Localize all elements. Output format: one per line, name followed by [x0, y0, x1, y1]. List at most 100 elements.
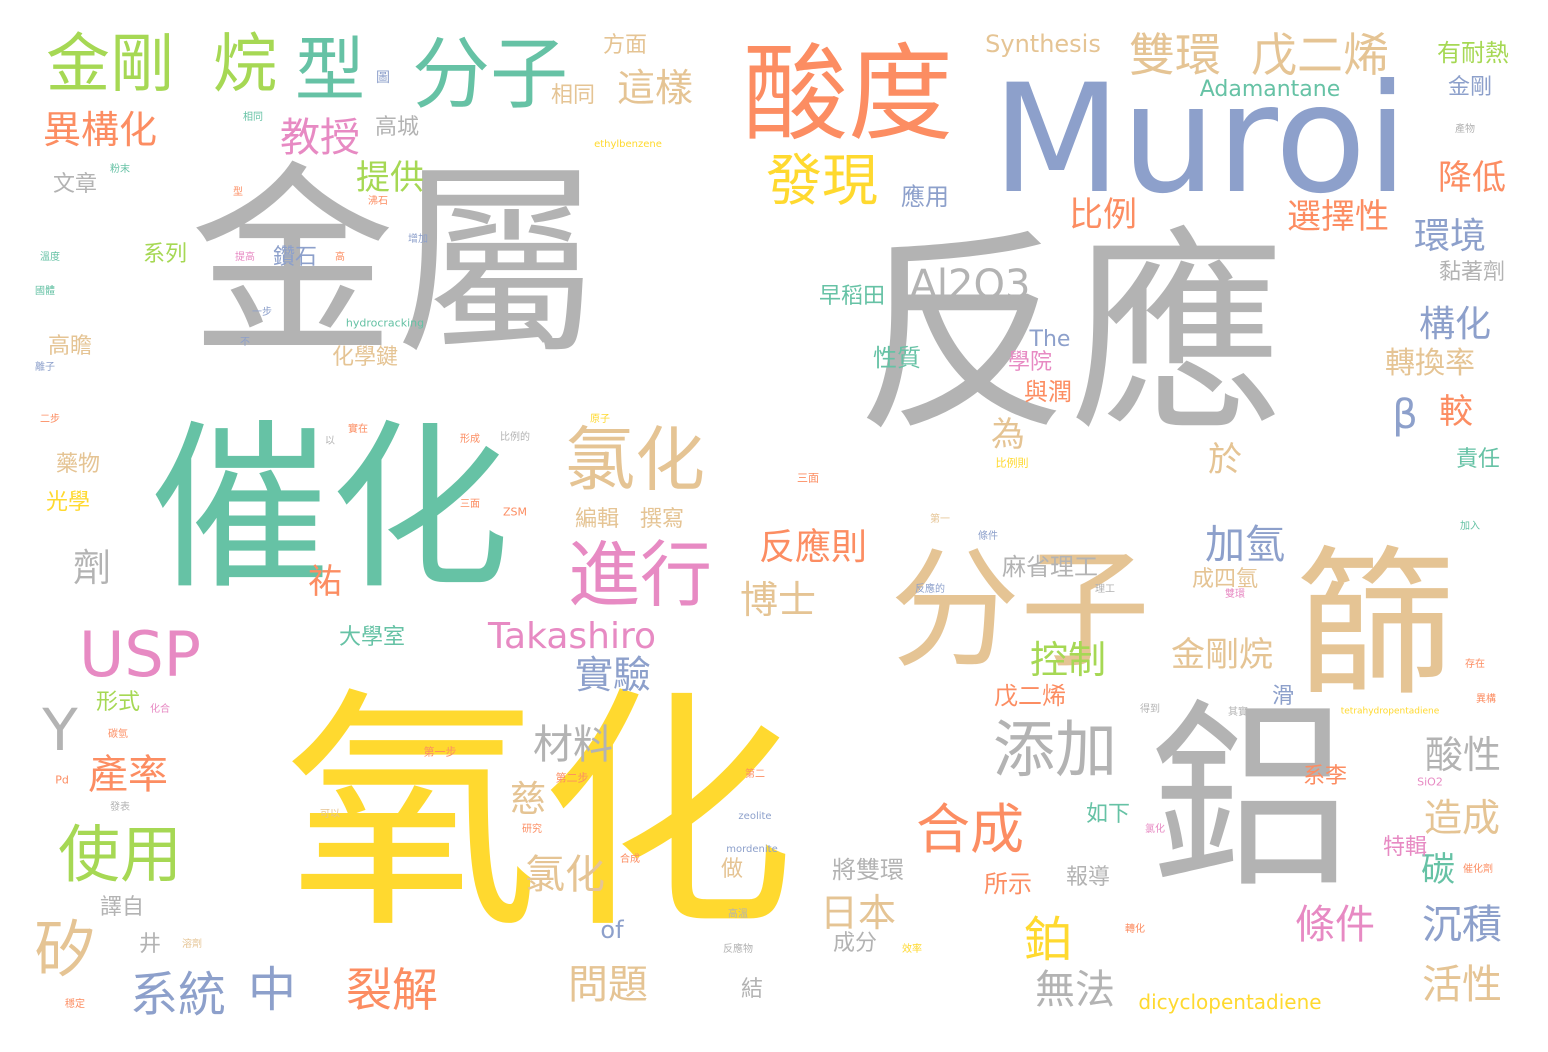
- word-tiny: 第一: [930, 514, 950, 525]
- word-tiny: 加入: [1460, 521, 1480, 532]
- word-mordenite: mordenite: [726, 844, 778, 855]
- word-tiny: 條件: [978, 531, 998, 542]
- word-huanjing: 環境: [1413, 216, 1487, 257]
- word-riben: 日本: [819, 891, 897, 935]
- word-tiny: 轉化: [1125, 924, 1145, 935]
- word-zhong: 中: [247, 962, 297, 1018]
- word-jinshu: 金屬: [190, 145, 600, 384]
- word-tiny: 原子: [590, 414, 610, 425]
- word-gaozhan: 高瞻: [47, 334, 93, 359]
- word-gouhua: 構化: [1418, 304, 1492, 345]
- word-ji: 劑: [72, 546, 112, 590]
- word-yanghua: 氧化: [284, 666, 796, 964]
- word-jiao: 較: [1439, 392, 1473, 432]
- word-tiny: 發表: [110, 802, 130, 813]
- word-tiny: 效率: [902, 944, 922, 955]
- word-suoshi: 所示: [984, 870, 1032, 898]
- word-shiyan: 實驗: [574, 653, 652, 697]
- word-dierbu: 第二步: [555, 771, 589, 785]
- word-tiny: 三面: [460, 499, 480, 510]
- word-daxueshi: 大學室: [338, 625, 406, 650]
- word-xing: 型: [295, 29, 365, 111]
- word-tiny: 雙環: [1225, 589, 1245, 600]
- word-wei: 為: [991, 415, 1025, 455]
- word-fenzi-large: 分子: [889, 534, 1151, 686]
- word-tiny: 二步: [40, 414, 60, 425]
- word-suandu: 酸度: [742, 33, 954, 156]
- word-suanxing: 酸性: [1424, 733, 1502, 777]
- word-yigouhua: 異構化: [42, 108, 158, 152]
- word-tiny: 理工: [1095, 584, 1115, 595]
- word-tan: 碳: [1421, 850, 1455, 890]
- word-wenti: 問題: [568, 962, 648, 1008]
- word-hydrocracking: hydrocracking: [345, 316, 425, 330]
- word-al2o3: Al2O3: [909, 262, 1031, 308]
- word-dicyclopentadiene: dicyclopentadiene: [1138, 990, 1322, 1014]
- word-zhuanhuanlv: 轉換率: [1385, 346, 1475, 381]
- word-tiny: 增加: [408, 234, 428, 245]
- word-ci: 慈: [509, 779, 547, 820]
- word-tiny: 沸石: [368, 196, 388, 207]
- word-chenji: 沉積: [1422, 902, 1502, 948]
- word-tiny: 形成: [460, 434, 480, 445]
- word-ruxia: 如下: [1085, 802, 1131, 827]
- word-shai: 篩: [1294, 531, 1456, 718]
- word-boshi: 博士: [739, 578, 817, 622]
- word-tiny: 碳氫: [108, 729, 128, 740]
- word-baodao: 報導: [1065, 865, 1111, 890]
- word-yaowu: 藥物: [55, 452, 101, 477]
- word-chengfen: 成分: [832, 931, 878, 956]
- word-hua: 滑: [1271, 684, 1295, 709]
- word-zaodaotian: 早稻田: [818, 284, 886, 309]
- word-zeolite: zeolite: [738, 811, 772, 822]
- word-tiny: 催化劑: [1463, 864, 1493, 875]
- word-tianjia: 添加: [992, 713, 1118, 786]
- word-zeren: 責任: [1455, 447, 1501, 472]
- word-tigong: 提供: [356, 158, 424, 198]
- word-sanmian: 三面: [797, 471, 819, 485]
- word-tiny: 相同: [243, 112, 263, 123]
- word-tiny: 可以: [320, 809, 340, 820]
- word-tiaojian: 條件: [1295, 902, 1375, 948]
- word-huaxuejian: 化學鍵: [331, 345, 399, 370]
- word-tiny: 實在: [348, 424, 368, 435]
- word-tiny: 國體: [35, 286, 55, 297]
- word-chengsiqing: 成四氫: [1191, 567, 1259, 592]
- word-xiangtong: 相同: [550, 83, 596, 108]
- word-yurun: 與潤: [1024, 378, 1072, 406]
- word-tiny: 比例的: [500, 432, 530, 443]
- word-of: of: [600, 916, 624, 944]
- word-tiny: 圖: [376, 70, 390, 86]
- word-y-large: Y: [42, 696, 78, 764]
- word-wenzhang: 文章: [52, 172, 98, 197]
- word-faxian: 發現: [766, 149, 878, 214]
- word-zaocheng: 造成: [1423, 796, 1501, 840]
- word-tiny: 穩定: [65, 999, 85, 1010]
- word-younaire: 有耐熱: [1437, 39, 1509, 67]
- word-bilize: 比例則: [995, 456, 1029, 470]
- word-tiny: 其實: [1228, 707, 1248, 718]
- word-bo: 鉑: [1023, 912, 1073, 968]
- word-wuerxi: 戊二烯: [1251, 28, 1389, 82]
- word-tiny: 高溫: [728, 909, 748, 920]
- word-lvhua: 氯化: [565, 419, 705, 501]
- word-xingshi: 形式: [95, 690, 141, 715]
- word-zhuanxie: 撰寫: [639, 507, 685, 532]
- word-tiny: 得到: [1140, 704, 1160, 715]
- word-diyibu: 第一步: [423, 745, 457, 759]
- word-huoxing: 活性: [1422, 962, 1502, 1008]
- word-jingang: 金剛: [46, 28, 174, 102]
- word-xingzhi: 性質: [873, 344, 921, 372]
- word-tiny: 溫度: [40, 252, 60, 263]
- word-hecheng: 合成: [916, 798, 1024, 861]
- word-takashiro: Takashiro: [488, 616, 656, 657]
- word-tiny: 粉末: [110, 164, 130, 175]
- word-liejie: 裂解: [346, 963, 438, 1017]
- word-tiny: 化合: [150, 704, 170, 715]
- word-jing: 井: [138, 932, 162, 957]
- word-xili: 系李: [1302, 764, 1348, 789]
- word-tiny: 一步: [252, 307, 272, 318]
- word-zuanshi: 鑽石: [272, 245, 318, 270]
- word-cailiao: 材料: [533, 722, 613, 768]
- word-tiny: 以: [325, 436, 335, 447]
